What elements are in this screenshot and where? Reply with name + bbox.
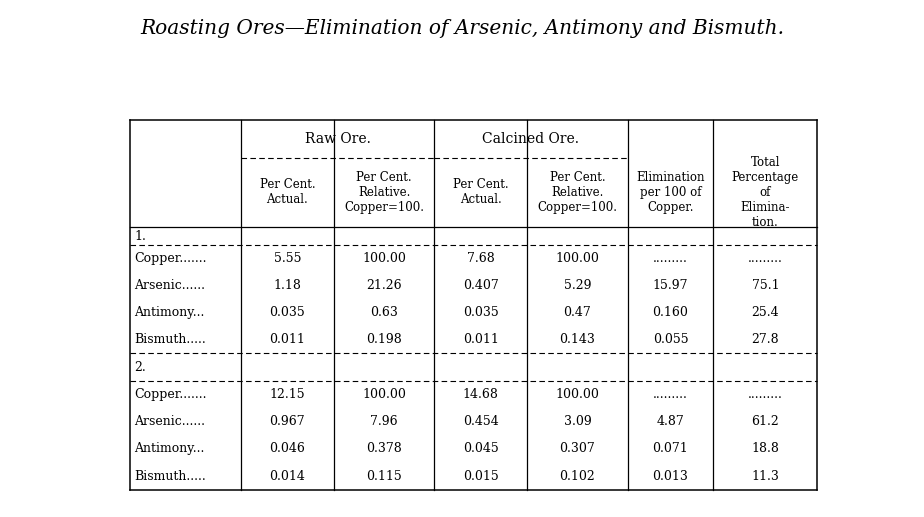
Text: 0.378: 0.378 bbox=[366, 443, 402, 455]
Text: .........: ......... bbox=[653, 388, 687, 401]
Text: 0.046: 0.046 bbox=[270, 443, 305, 455]
Text: Per Cent.
Actual.: Per Cent. Actual. bbox=[260, 178, 315, 206]
Text: 100.00: 100.00 bbox=[362, 252, 406, 265]
Text: 0.014: 0.014 bbox=[270, 469, 305, 482]
Text: 0.47: 0.47 bbox=[564, 307, 591, 320]
Text: 0.160: 0.160 bbox=[652, 307, 688, 320]
Text: 100.00: 100.00 bbox=[555, 252, 600, 265]
Text: Arsenic......: Arsenic...... bbox=[134, 279, 205, 292]
Text: 7.68: 7.68 bbox=[467, 252, 494, 265]
Text: 0.011: 0.011 bbox=[270, 333, 305, 346]
Text: 0.055: 0.055 bbox=[652, 333, 688, 346]
Text: 18.8: 18.8 bbox=[751, 443, 779, 455]
Text: 25.4: 25.4 bbox=[751, 307, 779, 320]
Text: 2.: 2. bbox=[134, 361, 146, 374]
Text: 5.55: 5.55 bbox=[274, 252, 301, 265]
Text: 0.198: 0.198 bbox=[366, 333, 402, 346]
Text: Arsenic......: Arsenic...... bbox=[134, 416, 205, 429]
Text: 0.407: 0.407 bbox=[463, 279, 499, 292]
Text: 61.2: 61.2 bbox=[751, 416, 779, 429]
Text: 14.68: 14.68 bbox=[463, 388, 499, 401]
Text: 0.035: 0.035 bbox=[270, 307, 305, 320]
Text: .........: ......... bbox=[748, 252, 783, 265]
Text: Bismuth.....: Bismuth..... bbox=[134, 469, 206, 482]
Text: 1.18: 1.18 bbox=[274, 279, 301, 292]
Text: Calcined Ore.: Calcined Ore. bbox=[482, 132, 579, 146]
Text: 11.3: 11.3 bbox=[751, 469, 779, 482]
Text: 1.: 1. bbox=[134, 230, 146, 242]
Text: Copper.......: Copper....... bbox=[134, 388, 207, 401]
Text: 4.87: 4.87 bbox=[657, 416, 685, 429]
Text: 0.63: 0.63 bbox=[371, 307, 398, 320]
Text: Roasting Ores—Elimination of Arsenic, Antimony and Bismuth.: Roasting Ores—Elimination of Arsenic, An… bbox=[140, 19, 784, 38]
Text: 0.015: 0.015 bbox=[463, 469, 499, 482]
Text: 0.071: 0.071 bbox=[652, 443, 688, 455]
Text: Copper.......: Copper....... bbox=[134, 252, 207, 265]
Text: Raw Ore.: Raw Ore. bbox=[305, 132, 371, 146]
Text: 0.454: 0.454 bbox=[463, 416, 499, 429]
Text: 15.97: 15.97 bbox=[652, 279, 688, 292]
Text: 7.96: 7.96 bbox=[371, 416, 398, 429]
Text: 0.143: 0.143 bbox=[559, 333, 595, 346]
Text: Elimination
per 100 of
Copper.: Elimination per 100 of Copper. bbox=[637, 171, 705, 214]
Text: Bismuth.....: Bismuth..... bbox=[134, 333, 206, 346]
Text: 3.09: 3.09 bbox=[564, 416, 591, 429]
Text: 27.8: 27.8 bbox=[751, 333, 779, 346]
Text: 0.035: 0.035 bbox=[463, 307, 499, 320]
Text: 0.967: 0.967 bbox=[270, 416, 305, 429]
Text: 0.013: 0.013 bbox=[652, 469, 688, 482]
Text: 0.011: 0.011 bbox=[463, 333, 499, 346]
Text: .........: ......... bbox=[653, 252, 687, 265]
Text: 0.115: 0.115 bbox=[366, 469, 402, 482]
Text: Total
Percentage
of
Elimina-
tion.: Total Percentage of Elimina- tion. bbox=[732, 156, 799, 229]
Text: 5.29: 5.29 bbox=[564, 279, 591, 292]
Text: 0.102: 0.102 bbox=[560, 469, 595, 482]
Text: Per Cent.
Actual.: Per Cent. Actual. bbox=[453, 178, 508, 206]
Text: 0.045: 0.045 bbox=[463, 443, 499, 455]
Text: 0.307: 0.307 bbox=[560, 443, 595, 455]
Text: Antimony...: Antimony... bbox=[134, 443, 204, 455]
Text: 100.00: 100.00 bbox=[555, 388, 600, 401]
Text: 12.15: 12.15 bbox=[270, 388, 305, 401]
Text: 75.1: 75.1 bbox=[751, 279, 779, 292]
Text: Per Cent.
Relative.
Copper=100.: Per Cent. Relative. Copper=100. bbox=[344, 171, 424, 214]
Text: Antimony...: Antimony... bbox=[134, 307, 204, 320]
Text: 21.26: 21.26 bbox=[366, 279, 402, 292]
Text: 100.00: 100.00 bbox=[362, 388, 406, 401]
Text: .........: ......... bbox=[748, 388, 783, 401]
Text: Per Cent.
Relative.
Copper=100.: Per Cent. Relative. Copper=100. bbox=[538, 171, 617, 214]
